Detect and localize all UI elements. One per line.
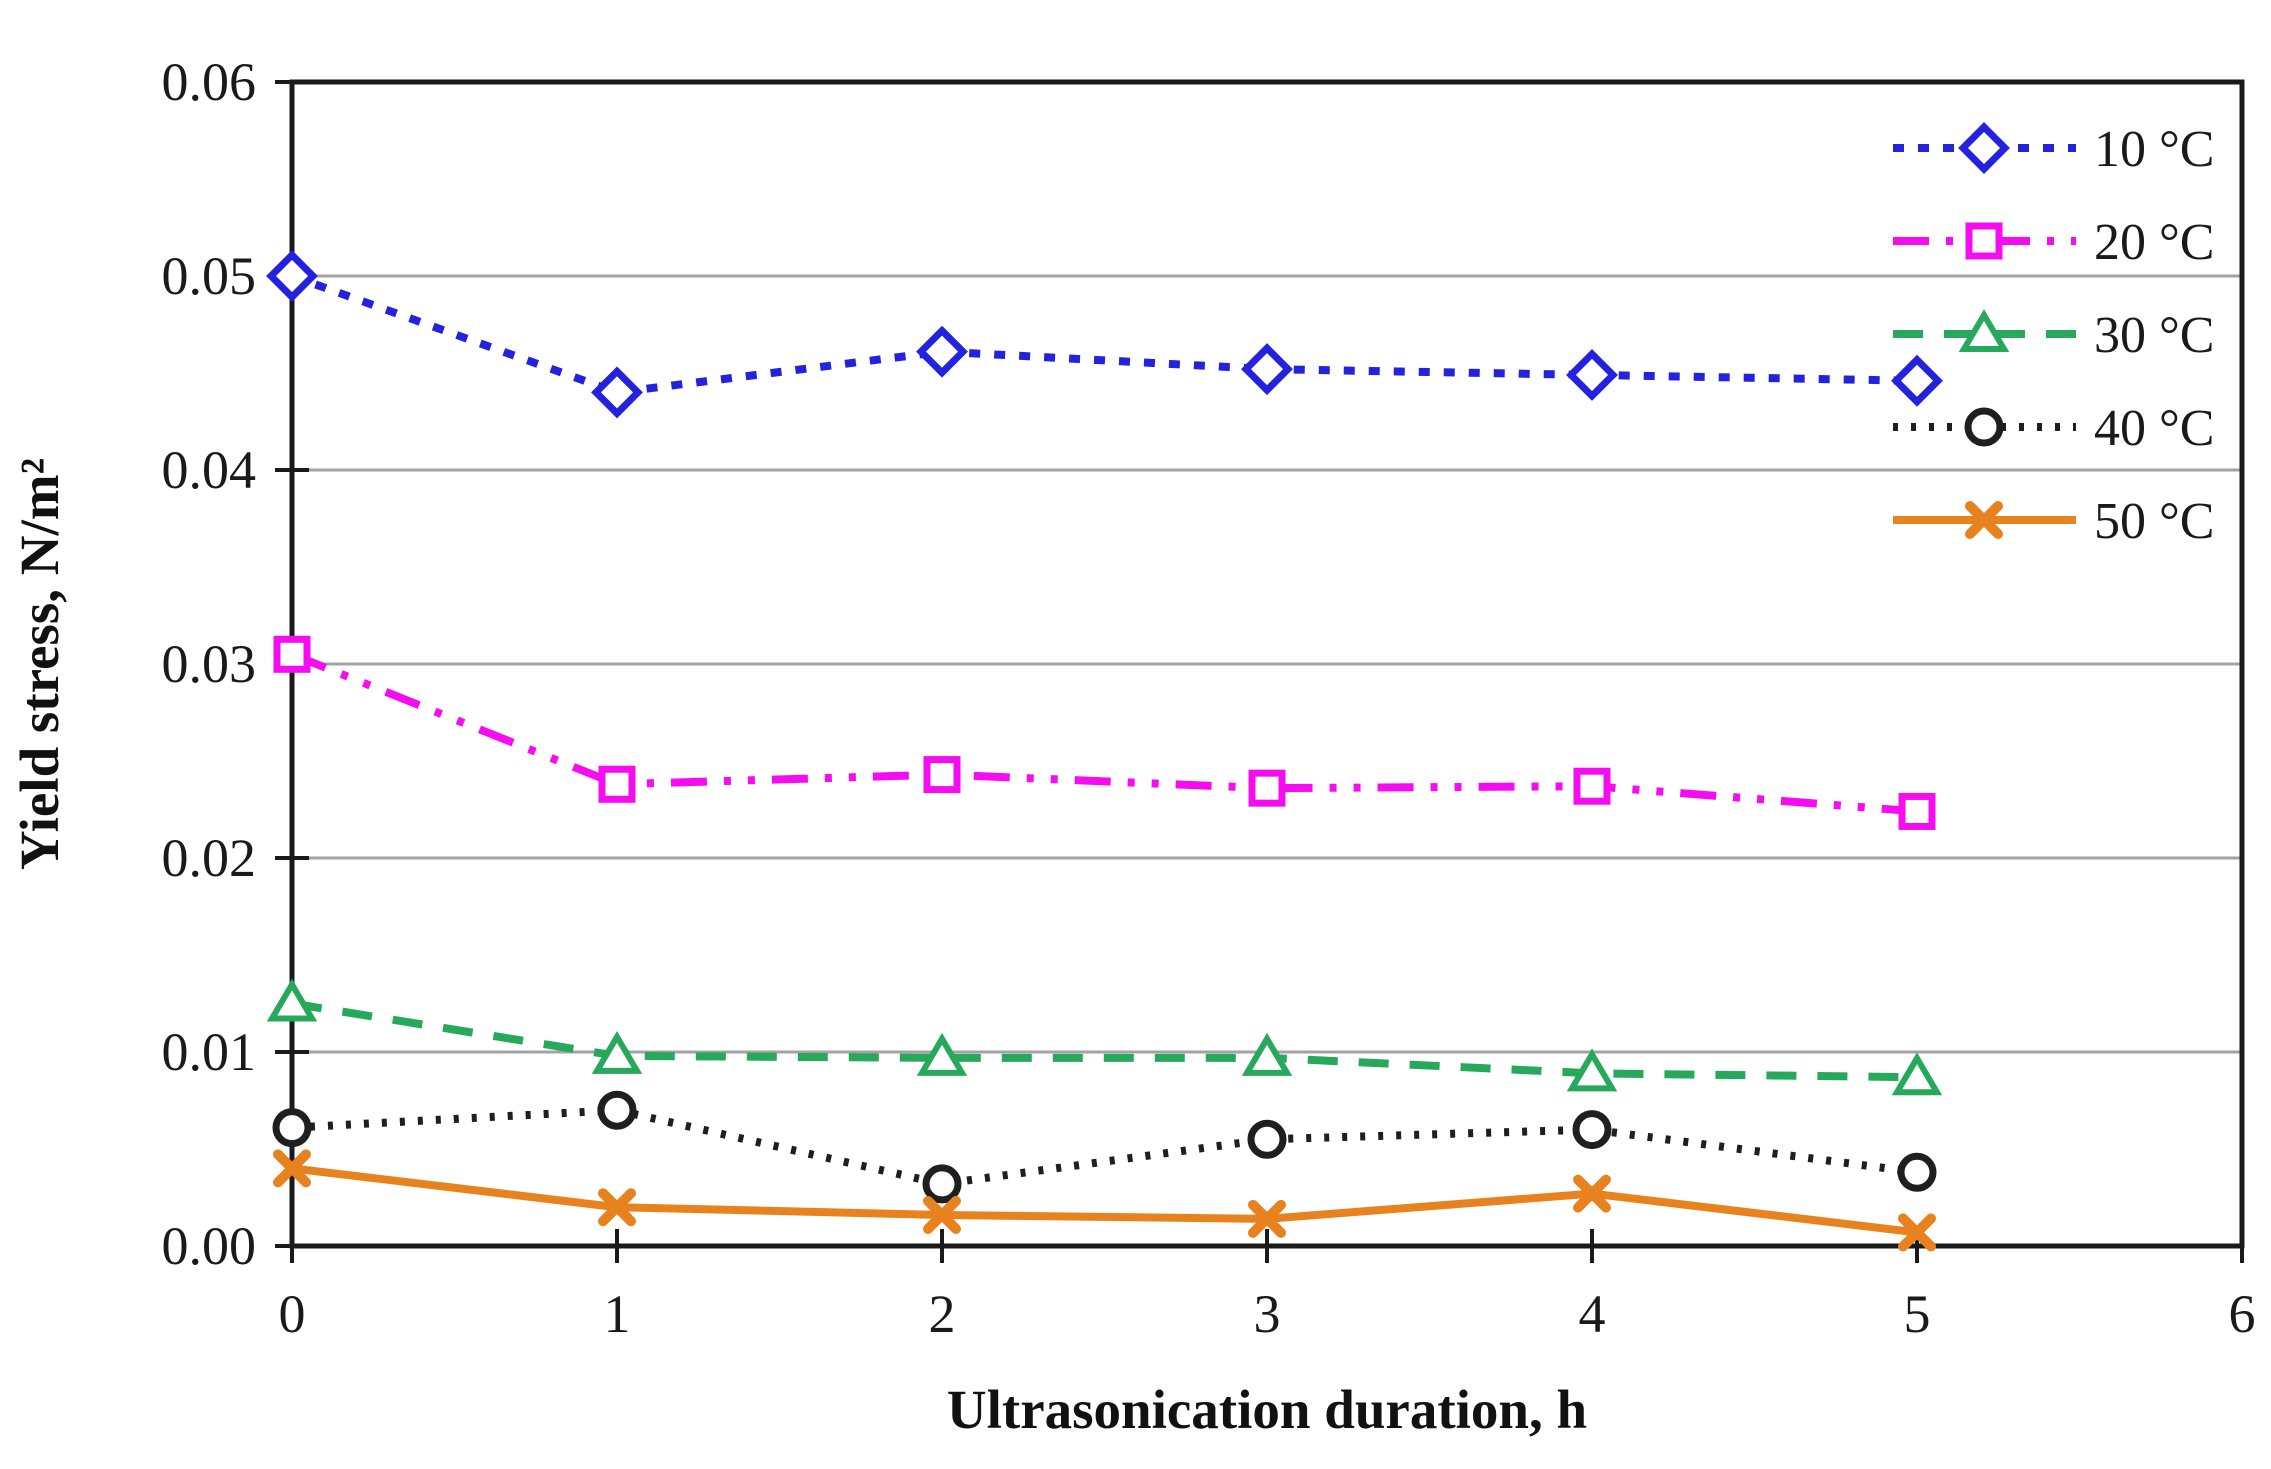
- legend: 10 °C 20 °C 30 °C 40 °C 50 °C: [1893, 121, 2214, 550]
- x-axis-title: Ultrasonication duration, h: [947, 1379, 1587, 1440]
- x-tick-label: 1: [604, 1284, 631, 1344]
- y-tick-label: 0.01: [162, 1022, 257, 1082]
- x-tick-label: 5: [1904, 1284, 1931, 1344]
- legend-item-label: 10 °C: [2094, 121, 2214, 178]
- x-tick-label: 2: [929, 1284, 956, 1344]
- legend-item: 40 °C: [1893, 400, 2214, 457]
- series-10°C: [266, 250, 1943, 419]
- legend-item-label: 40 °C: [2094, 400, 2214, 457]
- square-marker: [598, 765, 636, 803]
- x-marker: [923, 1195, 961, 1234]
- legend-item: 30 °C: [1893, 307, 2214, 364]
- circle-marker: [1572, 1110, 1612, 1150]
- x-marker: [1248, 1199, 1286, 1238]
- y-tick-label: 0.03: [162, 634, 257, 694]
- series-line: [290, 650, 1918, 816]
- legend-item-label: 30 °C: [2094, 307, 2214, 364]
- x-tick-label: 4: [1579, 1284, 1606, 1344]
- tick-labels-layer: 0.00 0.01 0.02 0.03 0.04 0.05 0.06 0 1 2 3 4 5 6: [162, 52, 2256, 1344]
- series-30°C: [266, 978, 1943, 1096]
- circle-marker: [1897, 1152, 1937, 1192]
- x-marker: [1573, 1174, 1611, 1213]
- triangle-marker: [916, 1032, 968, 1076]
- diamond-marker: [1958, 122, 2010, 174]
- circle-marker: [597, 1090, 637, 1130]
- axes-layer: [275, 79, 2245, 1263]
- square-marker: [1965, 222, 2003, 260]
- diamond-marker: [591, 366, 643, 419]
- series-line: [291, 999, 1918, 1082]
- y-tick-label: 0.06: [162, 52, 257, 112]
- y-axis-title: Yield stress, N/m²: [9, 458, 70, 870]
- y-tick-label: 0.04: [162, 440, 257, 500]
- triangle-marker: [1566, 1048, 1618, 1092]
- x-tick-label: 3: [1254, 1284, 1281, 1344]
- triangle-marker: [591, 1030, 643, 1074]
- legend-item: 50 °C: [1893, 493, 2214, 550]
- y-tick-label: 0.02: [162, 828, 257, 888]
- x-marker: [1965, 501, 2003, 539]
- diamond-marker: [916, 325, 968, 378]
- gridlines-layer: [292, 274, 2242, 1054]
- diamond-marker: [1566, 348, 1618, 401]
- square-marker: [923, 756, 961, 794]
- series-line: [291, 1164, 1918, 1237]
- triangle-marker: [1241, 1032, 1293, 1076]
- y-tick-label: 0.00: [162, 1216, 257, 1276]
- triangle-marker: [1958, 309, 2010, 352]
- diamond-marker: [266, 250, 318, 302]
- circle-marker: [1247, 1119, 1287, 1159]
- series-layer: [266, 250, 1943, 1252]
- x-marker: [273, 1149, 311, 1188]
- series-line: [291, 1106, 1918, 1188]
- y-tick-label: 0.05: [162, 246, 257, 306]
- x-marker: [1898, 1213, 1936, 1252]
- x-marker: [598, 1188, 636, 1227]
- circle-marker: [922, 1164, 962, 1204]
- diamond-marker: [1891, 354, 1943, 407]
- square-marker: [273, 635, 311, 673]
- circle-marker: [1964, 407, 2004, 447]
- x-tick-label: 6: [2229, 1284, 2256, 1344]
- circle-marker: [272, 1108, 312, 1148]
- diamond-marker: [1241, 343, 1293, 396]
- series-20°C: [273, 635, 1936, 830]
- legend-item: 20 °C: [1893, 214, 2214, 271]
- series-line: [290, 272, 1918, 397]
- x-tick-label: 0: [279, 1284, 306, 1344]
- triangle-marker: [266, 978, 318, 1022]
- triangle-marker: [1891, 1052, 1943, 1096]
- legend-item-label: 20 °C: [2094, 214, 2214, 271]
- series-50°C: [273, 1149, 1936, 1252]
- legend-item: 10 °C: [1893, 121, 2214, 178]
- series-40°C: [272, 1090, 1937, 1204]
- square-marker: [1898, 792, 1936, 830]
- legend-item-label: 50 °C: [2094, 493, 2214, 550]
- square-marker: [1573, 767, 1611, 805]
- square-marker: [1248, 769, 1286, 807]
